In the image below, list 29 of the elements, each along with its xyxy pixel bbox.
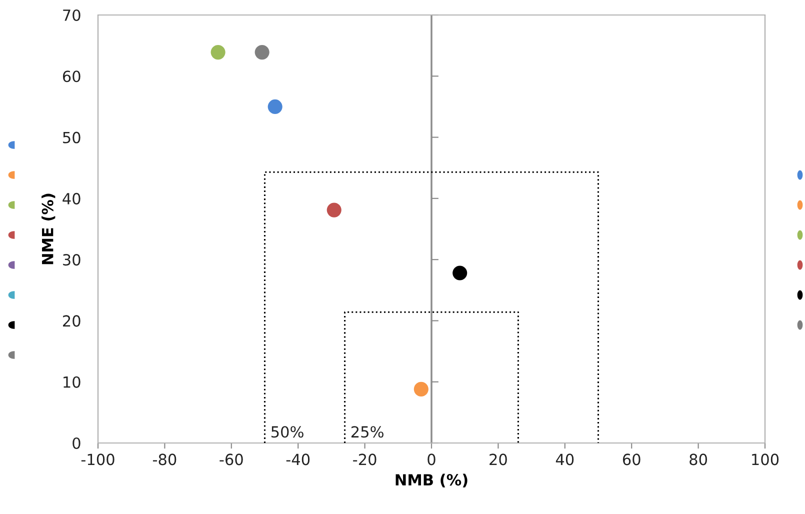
point — [254, 45, 270, 60]
y-tick-label: 70 — [63, 9, 80, 22]
y-axis-title: NME (%) — [42, 194, 56, 264]
x-tick-label: -40 — [286, 454, 310, 466]
point — [268, 99, 282, 114]
point — [210, 45, 226, 60]
y-tick-label: 0 — [72, 437, 80, 450]
annotation: 50% — [271, 426, 304, 438]
y-tick-label: 30 — [63, 254, 80, 266]
point — [452, 266, 468, 280]
x-tick-label: -80 — [152, 454, 176, 466]
point — [414, 382, 428, 396]
y-tick-label: 10 — [64, 376, 80, 388]
x-tick-label: -60 — [220, 454, 243, 466]
x-tick-label: 80 — [690, 454, 708, 466]
point — [326, 202, 342, 218]
x-tick-label: -100 — [81, 454, 114, 466]
y-tick-label: 50 — [63, 132, 80, 144]
x-tick-label: 100 — [752, 454, 779, 466]
x-tick-label: 60 — [622, 454, 640, 466]
x-axis-title: NMB (%) — [396, 474, 468, 488]
x-tick-label: 20 — [490, 454, 507, 466]
y-tick-label: 20 — [63, 315, 80, 327]
x-tick-label: 40 — [556, 454, 574, 466]
y-tick-label: 40 — [62, 192, 80, 204]
x-tick-label: 0 — [428, 454, 436, 466]
y-tick-label: 60 — [62, 70, 80, 82]
annotation: 25% — [351, 426, 384, 438]
x-tick-label: -20 — [353, 454, 376, 466]
